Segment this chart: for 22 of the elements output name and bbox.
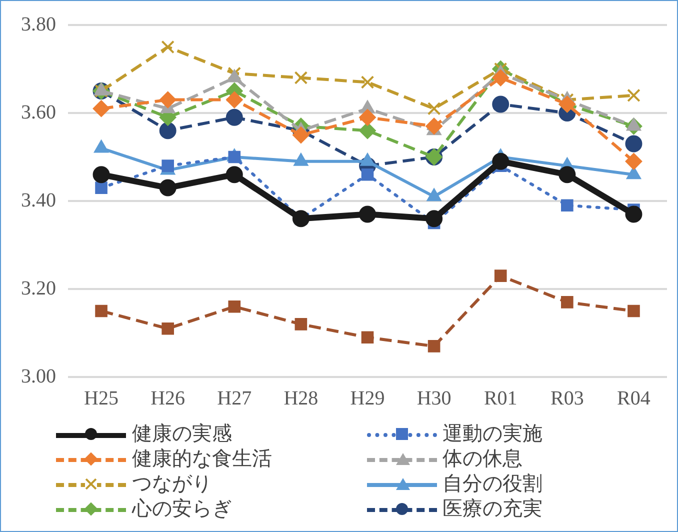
y-tick-label: 3.40 [21,189,56,212]
x-tick-label: H30 [416,387,452,410]
legend-label: 自分の役割 [442,472,542,497]
legend-label: 健康的な食生活 [132,447,272,472]
legend-label: 体の休息 [442,447,522,472]
y-tick-label: 3.80 [21,13,56,36]
x-tick-label: R03 [550,387,584,410]
legend-label: 医療の充実 [442,497,542,522]
x-tick-label: R01 [484,387,518,410]
x-tick-label: H25 [84,387,119,410]
x-tick-label: H27 [217,387,252,410]
x-tick-label: H29 [350,387,385,410]
x-tick-label: R04 [617,387,650,410]
y-tick-label: 3.20 [21,277,56,300]
legend-label: 運動の実施 [442,422,542,447]
x-tick-label: H28 [284,387,318,410]
legend-label: つながり [132,472,212,497]
y-tick-label: 3.00 [21,365,56,388]
legend-label: 心の安らぎ [132,497,232,522]
y-tick-label: 3.60 [21,101,56,124]
x-tick-label: H26 [150,387,186,410]
legend-label: 健康の実感 [132,422,232,447]
